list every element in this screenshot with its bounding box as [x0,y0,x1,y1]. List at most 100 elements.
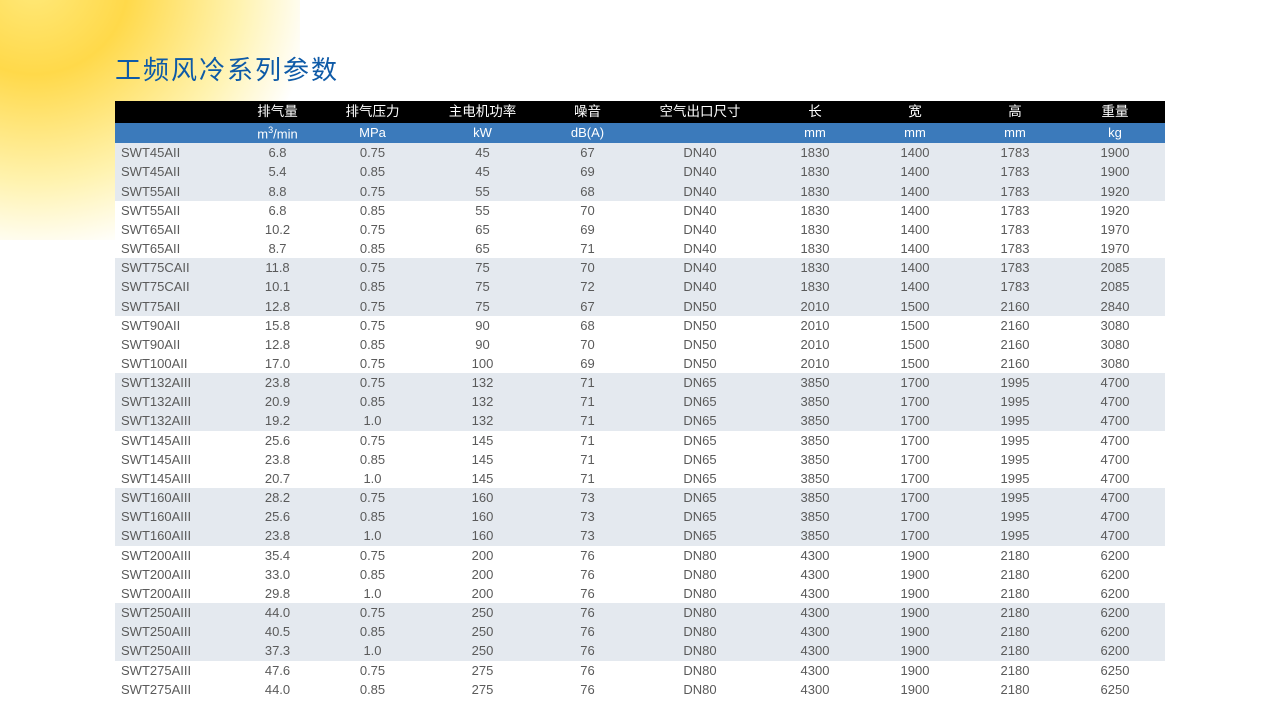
model-cell: SWT275AIII [115,661,235,680]
table-header-cell: 空气出口尺寸 [635,101,765,123]
value-cell: 1500 [865,354,965,373]
value-cell: DN40 [635,220,765,239]
value-cell: 160 [425,488,540,507]
value-cell: DN80 [635,546,765,565]
model-cell: SWT132AIII [115,392,235,411]
value-cell: 69 [540,220,635,239]
table-row: SWT132AIII23.80.7513271DN653850170019954… [115,373,1165,392]
value-cell: 2180 [965,680,1065,699]
value-cell: 1700 [865,431,965,450]
value-cell: 3850 [765,507,865,526]
table-row: SWT160AIII28.20.7516073DN653850170019954… [115,488,1165,507]
table-row: SWT200AIII35.40.7520076DN804300190021806… [115,546,1165,565]
value-cell: 0.85 [320,680,425,699]
table-header-unit-cell: mm [965,123,1065,143]
value-cell: DN40 [635,182,765,201]
value-cell: 4300 [765,680,865,699]
value-cell: 2010 [765,354,865,373]
model-cell: SWT145AIII [115,431,235,450]
table-row: SWT275AIII44.00.8527576DN804300190021806… [115,680,1165,699]
value-cell: 0.85 [320,392,425,411]
table-row: SWT160AIII25.60.8516073DN653850170019954… [115,507,1165,526]
table-body: SWT45AII6.80.754567DN401830140017831900S… [115,143,1165,701]
value-cell: 3080 [1065,354,1165,373]
value-cell: 10.1 [235,277,320,296]
table-row: SWT145AIII25.60.7514571DN653850170019954… [115,431,1165,450]
value-cell: 71 [540,239,635,258]
value-cell: 132 [425,373,540,392]
value-cell: 17.0 [235,354,320,373]
table-header-unit-cell: kg [1065,123,1165,143]
value-cell: 1700 [865,450,965,469]
value-cell: 160 [425,507,540,526]
value-cell: 8.8 [235,182,320,201]
table-row: SWT90AII15.80.759068DN502010150021603080 [115,316,1165,335]
value-cell: 1830 [765,277,865,296]
value-cell: 1920 [1065,182,1165,201]
value-cell: 2085 [1065,277,1165,296]
value-cell: 1700 [865,392,965,411]
value-cell: 5.4 [235,162,320,181]
table-header-row-units: m3/minMPakWdB(A)mmmmmmkg [115,123,1165,143]
value-cell: DN50 [635,316,765,335]
value-cell: 1900 [865,603,965,622]
value-cell: DN65 [635,526,765,545]
value-cell: 1.0 [320,469,425,488]
value-cell: 25.6 [235,431,320,450]
value-cell: 1700 [865,469,965,488]
value-cell: 20.9 [235,392,320,411]
value-cell: 12.8 [235,335,320,354]
table-header-cell: 重量 [1065,101,1165,123]
value-cell: DN65 [635,373,765,392]
value-cell: 0.75 [320,182,425,201]
model-cell: SWT200AIII [115,565,235,584]
value-cell: 44.0 [235,680,320,699]
value-cell: 55 [425,201,540,220]
table-row: SWT200AIII29.81.020076DN8043001900218062… [115,584,1165,603]
page-content: 工频风冷系列参数 排气量排气压力主电机功率噪音空气出口尺寸长宽高重量 m3/mi… [0,0,1280,701]
value-cell: 23.8 [235,373,320,392]
model-cell: SWT250AIII [115,641,235,660]
value-cell: 1.0 [320,584,425,603]
value-cell: DN65 [635,469,765,488]
value-cell: DN40 [635,258,765,277]
value-cell: 23.8 [235,450,320,469]
value-cell: 1900 [1065,143,1165,162]
value-cell: DN80 [635,584,765,603]
value-cell: 0.75 [320,143,425,162]
value-cell: 1900 [865,680,965,699]
table-header-cell: 排气量 [235,101,320,123]
model-cell: SWT75AII [115,297,235,316]
value-cell: 132 [425,392,540,411]
value-cell: 76 [540,641,635,660]
table-header-cell: 高 [965,101,1065,123]
table-header-unit-cell [635,123,765,143]
value-cell: 160 [425,526,540,545]
table-row: SWT100AII17.00.7510069DN5020101500216030… [115,354,1165,373]
value-cell: 1995 [965,392,1065,411]
value-cell: 71 [540,450,635,469]
value-cell: 1995 [965,469,1065,488]
value-cell: 1830 [765,239,865,258]
table-row: SWT250AIII40.50.8525076DN804300190021806… [115,622,1165,641]
value-cell: DN40 [635,277,765,296]
value-cell: 2840 [1065,297,1165,316]
value-cell: 75 [425,297,540,316]
value-cell: 3850 [765,469,865,488]
value-cell: 47.6 [235,661,320,680]
model-cell: SWT200AIII [115,546,235,565]
value-cell: 145 [425,450,540,469]
value-cell: 68 [540,316,635,335]
table-row: SWT90AII12.80.859070DN502010150021603080 [115,335,1165,354]
value-cell: 4700 [1065,488,1165,507]
value-cell: 67 [540,143,635,162]
value-cell: 68 [540,182,635,201]
value-cell: 76 [540,661,635,680]
table-row: SWT200AIII33.00.8520076DN804300190021806… [115,565,1165,584]
value-cell: 73 [540,507,635,526]
value-cell: 1400 [865,239,965,258]
value-cell: 2085 [1065,258,1165,277]
value-cell: 3850 [765,392,865,411]
value-cell: 1400 [865,258,965,277]
value-cell: 145 [425,431,540,450]
